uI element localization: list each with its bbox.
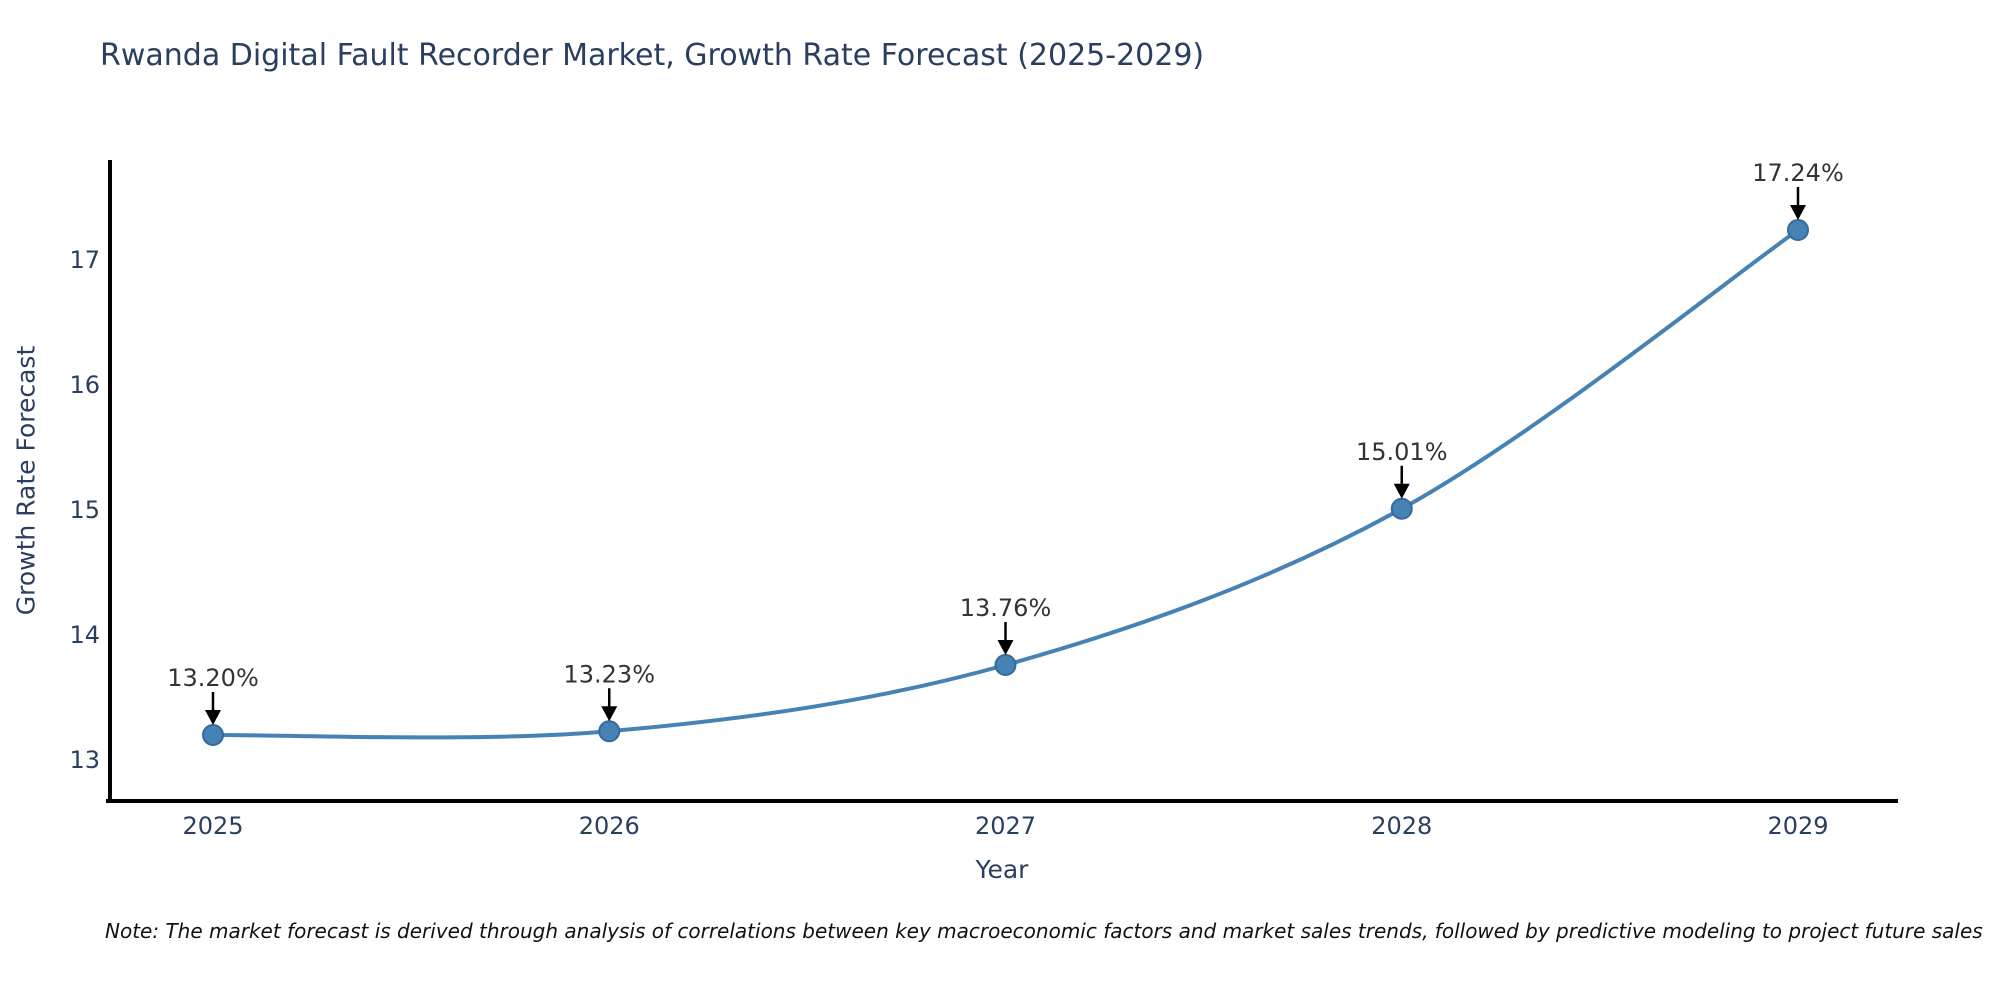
x-axis-title: Year [975, 855, 1029, 884]
y-tick-label: 17 [69, 246, 100, 274]
annotation-label: 17.24% [1752, 159, 1844, 187]
y-tick-label: 16 [69, 371, 100, 399]
y-tick-label: 14 [69, 621, 100, 649]
annotation-arrowhead [997, 640, 1014, 655]
data-point-marker [598, 720, 621, 743]
annotation-arrowhead [1393, 483, 1410, 499]
annotation-label: 13.20% [167, 664, 259, 692]
y-tick-label: 13 [69, 746, 100, 774]
x-tick-label: 2027 [975, 812, 1036, 840]
x-tick-label: 2028 [1371, 812, 1432, 840]
annotation-label: 13.76% [960, 594, 1052, 622]
data-point-marker [1390, 497, 1413, 520]
x-tick-label: 2025 [182, 812, 243, 840]
data-point-marker [202, 724, 224, 746]
x-tick-label: 2026 [579, 812, 640, 840]
chart-title: Rwanda Digital Fault Recorder Market, Gr… [100, 38, 1205, 73]
annotation-label: 15.01% [1356, 438, 1448, 466]
y-tick-label: 15 [69, 496, 100, 524]
annotation-arrowhead [601, 706, 618, 722]
x-tick-label: 2029 [1767, 812, 1828, 840]
footnote: Note: The market forecast is derived thr… [105, 919, 1983, 943]
data-point-marker [1787, 219, 1809, 241]
annotation-arrowhead [1790, 205, 1806, 220]
annotation-label: 13.23% [563, 660, 655, 688]
annotation-arrowhead [205, 710, 221, 725]
data-point-marker [994, 654, 1017, 676]
